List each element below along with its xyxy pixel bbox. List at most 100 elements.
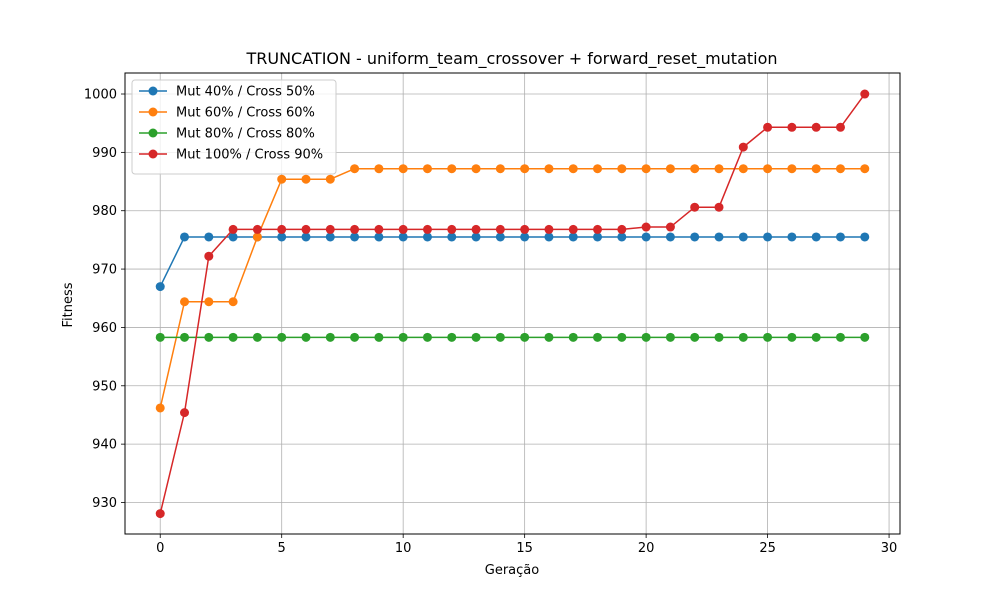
data-point	[325, 174, 335, 184]
data-point	[374, 332, 384, 342]
data-point	[277, 224, 287, 234]
data-point	[228, 332, 238, 342]
data-point	[835, 232, 845, 242]
series-line	[159, 167, 865, 409]
data-point	[204, 332, 214, 342]
data-point	[544, 232, 554, 242]
data-point	[277, 332, 287, 342]
data-point	[398, 164, 408, 174]
legend-item: Mut 80% / Cross 80%	[139, 127, 315, 142]
data-point	[447, 224, 457, 234]
data-point	[277, 174, 287, 184]
data-point	[228, 224, 238, 234]
data-point	[228, 232, 238, 242]
data-point	[398, 224, 408, 234]
data-point	[471, 224, 481, 234]
data-point	[787, 164, 797, 174]
series-1	[155, 232, 870, 292]
legend-box	[131, 79, 337, 175]
x-tick-label: 10	[395, 541, 412, 556]
data-point	[252, 332, 262, 342]
data-point	[860, 89, 870, 99]
data-point	[641, 332, 651, 342]
data-point	[180, 297, 190, 307]
data-point	[714, 232, 724, 242]
data-point	[690, 332, 700, 342]
legend: Mut 40% / Cross 50% Mut 60% / Cross 60% Mu…	[131, 79, 337, 175]
data-point	[204, 297, 214, 307]
data-point	[471, 332, 481, 342]
data-point	[422, 232, 432, 242]
x-tick-label: 30	[881, 541, 898, 556]
data-point	[617, 232, 627, 242]
data-point	[447, 332, 457, 342]
y-tick-label: 950	[92, 379, 117, 394]
data-point	[204, 232, 214, 242]
data-point	[471, 164, 481, 174]
data-point	[641, 164, 651, 174]
data-point	[155, 509, 165, 519]
data-point	[738, 332, 748, 342]
chart-title: TRUNCATION - uniform_team_crossover + fo…	[245, 49, 777, 69]
series-4	[155, 89, 870, 519]
legend-item: Mut 100% / Cross 90%	[139, 148, 323, 163]
data-point	[204, 251, 214, 261]
data-point	[252, 224, 262, 234]
data-point	[520, 164, 530, 174]
data-point	[495, 332, 505, 342]
legend-swatch-marker	[148, 128, 158, 138]
data-point	[277, 232, 287, 242]
y-tick-label: 940	[92, 438, 117, 453]
data-point	[520, 224, 530, 234]
data-point	[544, 332, 554, 342]
data-point	[447, 232, 457, 242]
data-point	[422, 164, 432, 174]
data-point	[593, 232, 603, 242]
x-tick-label: 15	[516, 541, 533, 556]
data-point	[495, 164, 505, 174]
y-tick-label: 960	[92, 321, 117, 336]
data-point	[325, 232, 335, 242]
data-point	[763, 332, 773, 342]
legend-item: Mut 40% / Cross 50%	[139, 85, 315, 100]
x-tick-label: 20	[638, 541, 655, 556]
data-point	[617, 224, 627, 234]
data-point	[568, 332, 578, 342]
data-point	[690, 232, 700, 242]
data-point	[301, 232, 311, 242]
data-point	[398, 232, 408, 242]
legend-label: Mut 40% / Cross 50%	[176, 85, 315, 100]
data-point	[155, 332, 165, 342]
data-point	[180, 332, 190, 342]
data-point	[155, 403, 165, 413]
data-point	[593, 224, 603, 234]
data-point	[617, 332, 627, 342]
data-point	[835, 332, 845, 342]
data-point	[520, 232, 530, 242]
data-point	[714, 332, 724, 342]
data-point	[593, 164, 603, 174]
data-point	[763, 164, 773, 174]
data-point	[665, 232, 675, 242]
data-point	[617, 164, 627, 174]
data-point	[835, 122, 845, 132]
y-tick-label: 980	[92, 204, 117, 219]
data-point	[690, 202, 700, 212]
data-point	[665, 164, 675, 174]
y-tick-label: 970	[92, 263, 117, 278]
data-point	[374, 164, 384, 174]
data-point	[350, 164, 360, 174]
data-point	[641, 232, 651, 242]
data-point	[495, 224, 505, 234]
data-point	[860, 332, 870, 342]
data-point	[641, 222, 651, 232]
data-point	[374, 224, 384, 234]
data-point	[350, 232, 360, 242]
legend-swatch-marker	[148, 86, 158, 96]
data-point	[228, 297, 238, 307]
y-tick-label: 930	[92, 496, 117, 511]
data-point	[180, 408, 190, 418]
data-point	[714, 164, 724, 174]
legend-label: Mut 80% / Cross 80%	[176, 127, 315, 142]
